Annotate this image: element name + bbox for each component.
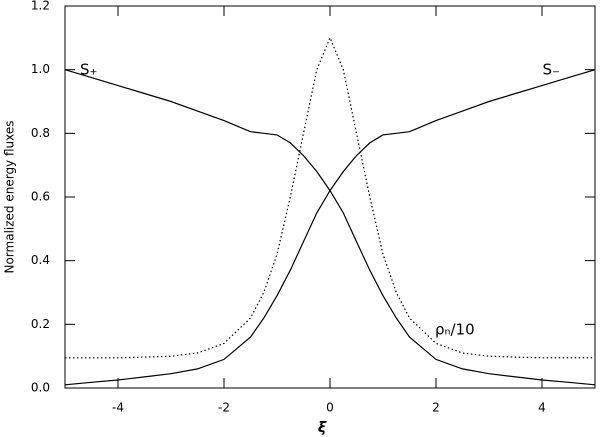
x-tick-label: -2 [218,401,230,415]
plot-frame [64,5,596,389]
y-tick-label: 1.2 [31,0,50,13]
series-label: ρₙ/10 [435,321,475,339]
x-tick-label: 4 [538,401,546,415]
y-tick-label: 0.6 [31,190,50,204]
series-line [64,69,596,386]
x-axis-label: ξ [318,420,327,436]
series-line [64,69,596,386]
y-tick-label: 1.0 [31,62,50,76]
x-tick-label: -4 [112,401,124,415]
y-tick-label: 0.8 [31,126,50,140]
y-axis-label: Normalized energy fluxes [3,120,17,273]
x-tick-label: 2 [432,401,440,415]
series-label: S₊ [80,61,97,79]
y-tick-label: 0.2 [31,317,50,331]
series-line [65,36,595,359]
series-label: S₋ [543,61,560,79]
y-tick-label: 0.4 [31,253,50,267]
x-tick-label: 0 [326,401,334,415]
y-tick-label: 0.0 [31,381,50,395]
